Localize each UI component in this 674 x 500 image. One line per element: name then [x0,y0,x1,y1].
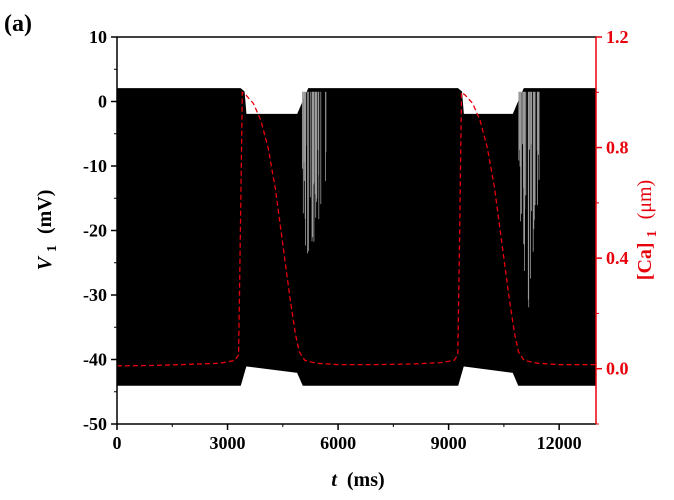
x-tick-label: 12000 [537,433,582,453]
x-tick-label: 0 [113,433,122,453]
y2-tick-label: 0.0 [606,359,629,379]
plot-area [117,88,596,386]
y2-tick-label: 0.8 [606,138,629,158]
x-tick-label: 3000 [210,433,246,453]
y-axis-title-sub: 1 [45,245,60,252]
y-tick-label: 0 [98,92,107,112]
y2-tick-label: 1.2 [606,27,629,47]
y-tick-label: -10 [83,156,107,176]
y-axis-title-var: V [34,255,56,270]
y-tick-label: 10 [89,27,107,47]
plot-content [117,88,596,386]
v1-spike-lines-1 [302,91,327,254]
y-axis-title-unit: (mV) [34,190,56,234]
y-tick-label: -50 [83,414,107,434]
x-axis-title: t (ms) [331,469,384,491]
y-tick-label: -30 [83,285,107,305]
y2-axis-title: [Ca] 1 (μm) [634,180,661,280]
x-tick-label: 9000 [431,433,467,453]
y-axis-title: V 1 (mV) [34,190,61,271]
axes: 10 0 -10 -20 -30 -40 -50 0 3000 6000 9000 12000 1.2 0… [83,27,629,453]
x-axis-title-unit: (ms) [347,469,385,491]
v1-spike-lines-2 [518,91,540,308]
y-tick-label: -20 [83,221,107,241]
y2-axis-title-unit: (μm) [634,180,656,220]
x-tick-label: 6000 [320,433,356,453]
ca1-line [117,91,596,367]
x-axis-title-var: t [331,469,338,491]
panel-label: (a) [4,11,32,37]
y-tick-label: -40 [83,350,107,370]
y2-axis-title-sub: 1 [645,230,660,237]
v1-oscillation-band [117,88,596,386]
y2-tick-label: 0.4 [606,248,629,268]
y2-axis-title-main: [Ca] [634,242,656,280]
